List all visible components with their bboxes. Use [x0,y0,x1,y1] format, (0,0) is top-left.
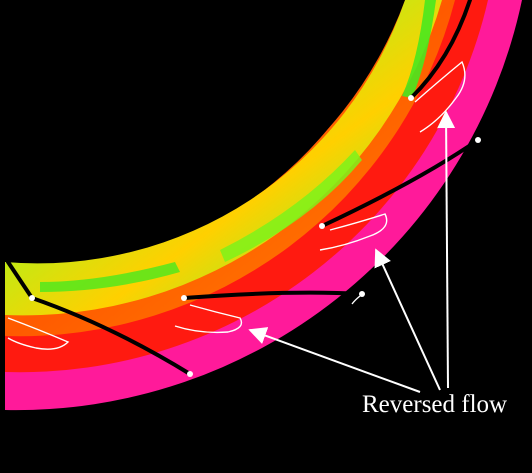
annotation-arrows [248,110,456,393]
blade-tip [319,223,325,229]
green-streak [220,150,362,262]
arrow [437,110,456,389]
blade-set [6,0,480,376]
blade-tips [29,95,481,377]
arrow [374,248,441,391]
blade-line [320,138,480,228]
blade-tip [475,137,481,143]
blade-line [6,260,34,300]
separation-contour [351,295,361,305]
blade-line [409,0,472,100]
blade-line [182,290,364,300]
blade-line [30,296,192,376]
blade-tip [359,291,365,297]
separation-contour [7,317,70,350]
reversed-flow-label: Reversed flow [362,391,508,418]
separation-contour [174,304,243,334]
blade-tip [29,295,35,301]
green-streak [40,262,180,292]
green-streak [402,0,436,98]
blade-tip [187,371,193,377]
blade-tip [408,95,414,101]
blade-tip [181,295,187,301]
hub-region [5,0,405,263]
arrow [248,327,421,393]
separation-contour [319,213,388,251]
